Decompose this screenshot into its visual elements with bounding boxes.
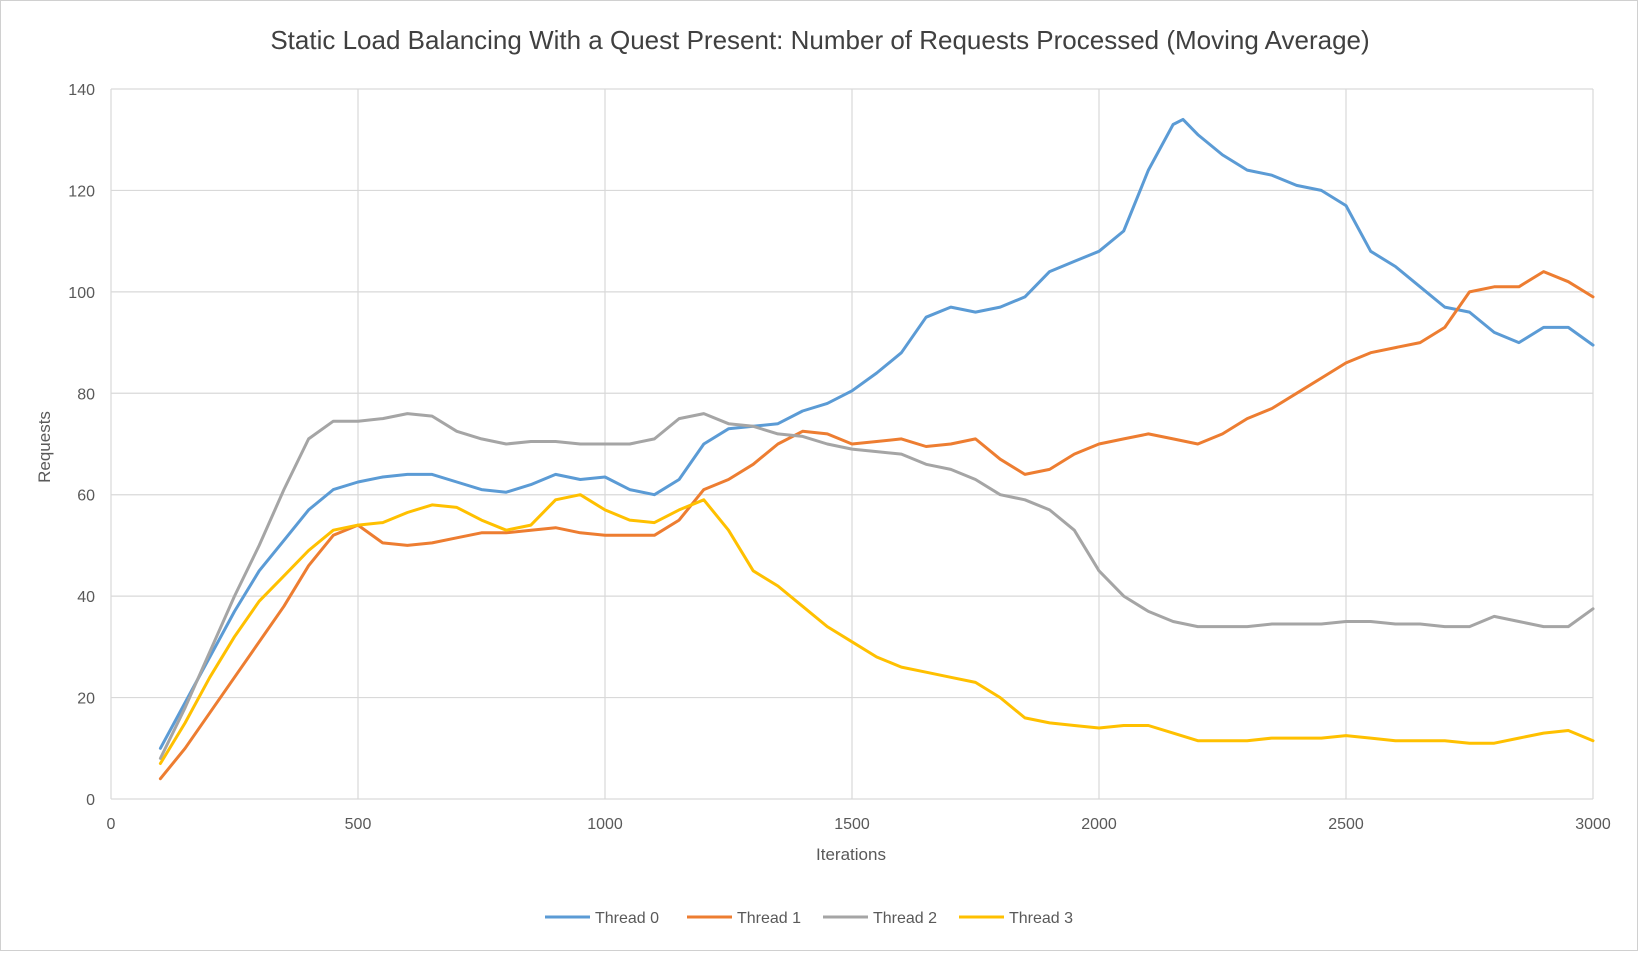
legend: Thread 0 Thread 1 Thread 2 Thread 3 [545, 910, 1073, 927]
x-tick-label: 2000 [1081, 816, 1117, 833]
series-line-thread-2 [158, 412, 1595, 760]
chart-title: Static Load Balancing With a Quest Prese… [270, 25, 1369, 55]
x-tick-label: 1500 [834, 816, 870, 833]
x-axis-ticks: 0 500 1000 1500 2000 2500 3000 [107, 816, 1611, 833]
legend-label: Thread 3 [1009, 910, 1073, 927]
y-tick-label: 120 [68, 183, 95, 200]
y-tick-label: 100 [68, 285, 95, 302]
y-axis-label: Requests [35, 411, 54, 483]
x-axis-label: Iterations [816, 845, 886, 864]
x-tick-label: 2500 [1328, 816, 1364, 833]
y-tick-label: 60 [77, 488, 95, 505]
legend-label: Thread 2 [873, 910, 937, 927]
x-tick-label: 0 [107, 816, 116, 833]
y-tick-label: 40 [77, 589, 95, 606]
y-axis-ticks: 0 20 40 60 80 100 120 140 [68, 82, 95, 809]
y-tick-label: 0 [86, 792, 95, 809]
series-line-thread-0 [158, 117, 1595, 750]
y-tick-label: 20 [77, 691, 95, 708]
x-tick-label: 1000 [587, 816, 623, 833]
legend-label: Thread 1 [737, 910, 801, 927]
series-line-thread-1 [158, 270, 1595, 781]
x-tick-label: 500 [345, 816, 372, 833]
y-tick-label: 80 [77, 386, 95, 403]
y-tick-label: 140 [68, 82, 95, 99]
series-lines [158, 117, 1595, 781]
legend-label: Thread 0 [595, 910, 659, 927]
series-line-thread-3 [158, 493, 1595, 765]
x-tick-label: 3000 [1575, 816, 1611, 833]
